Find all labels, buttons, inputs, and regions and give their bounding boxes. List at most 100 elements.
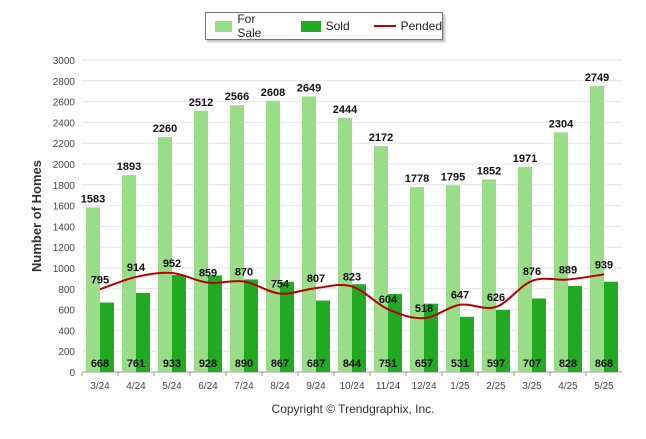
x-tick-label: 5/25 (594, 381, 614, 392)
label-for-sale: 2512 (189, 97, 213, 109)
legend-label-pended: Pended (400, 19, 442, 33)
y-tick-label: 2600 (53, 98, 76, 109)
label-pended: 876 (523, 266, 541, 278)
y-tick-label: 1400 (53, 222, 76, 233)
label-sold: 707 (523, 358, 541, 370)
x-tick-label: 2/25 (486, 381, 506, 392)
bar-sold (172, 274, 186, 372)
x-tick-label: 12/24 (411, 381, 436, 392)
label-for-sale: 1778 (405, 173, 429, 185)
bar-for-sale (158, 136, 172, 372)
legend-label-for-sale: For Sale (237, 12, 262, 40)
bar-sold (136, 292, 150, 372)
y-tick-label: 1800 (53, 181, 76, 192)
label-for-sale: 1893 (117, 161, 141, 173)
label-for-sale: 2749 (585, 72, 609, 84)
label-for-sale: 1852 (477, 165, 501, 177)
bar-for-sale (374, 146, 388, 372)
y-tick-label: 400 (58, 326, 75, 337)
label-for-sale: 2566 (225, 91, 249, 103)
bar-sold (568, 285, 582, 372)
label-pended: 807 (307, 273, 325, 285)
bar-for-sale (266, 100, 280, 372)
legend-item-sold: Sold (300, 19, 350, 33)
legend-line-pended (373, 25, 396, 27)
x-tick-label: 8/24 (270, 381, 290, 392)
y-tick-label: 1000 (53, 264, 76, 275)
bar-sold (604, 281, 618, 372)
bar-sold (100, 302, 114, 372)
copyright-text: Copyright © Trendgraphix, Inc. (271, 402, 435, 416)
label-sold: 867 (271, 358, 289, 370)
label-sold: 868 (595, 358, 613, 370)
label-for-sale: 2649 (297, 83, 321, 95)
label-sold: 761 (127, 358, 145, 370)
bar-for-sale (590, 86, 604, 372)
label-sold: 687 (307, 358, 325, 370)
x-tick-label: 5/24 (162, 381, 182, 392)
bar-for-sale (518, 167, 532, 372)
label-pended: 647 (451, 290, 469, 302)
bars (86, 86, 618, 373)
legend-item-pended: Pended (373, 19, 442, 33)
pended-line (99, 271, 605, 320)
bar-sold (280, 281, 294, 372)
bar-for-sale (194, 110, 208, 372)
bar-for-sale (302, 96, 316, 372)
legend-item-for-sale: For Sale (215, 12, 277, 40)
label-pended: 795 (91, 274, 109, 286)
x-tick-label: 3/24 (90, 381, 110, 392)
bar-sold (208, 275, 222, 372)
bar-for-sale (554, 132, 568, 372)
bar-for-sale (410, 187, 424, 372)
label-sold: 890 (235, 358, 253, 370)
y-tick-label: 200 (58, 347, 75, 358)
bar-for-sale (230, 105, 244, 373)
label-pended: 604 (379, 294, 398, 306)
y-tick-label: 2400 (53, 118, 76, 129)
label-pended: 859 (199, 268, 217, 280)
legend-swatch-sold (300, 20, 321, 32)
label-for-sale: 2260 (153, 123, 177, 135)
label-sold: 844 (343, 358, 362, 370)
label-pended: 626 (487, 292, 505, 304)
label-sold: 933 (163, 358, 181, 370)
label-pended: 870 (235, 267, 253, 279)
legend-swatch-for-sale (215, 20, 233, 32)
label-for-sale: 2304 (549, 118, 574, 130)
label-pended: 889 (559, 265, 577, 277)
label-sold: 928 (199, 358, 217, 370)
label-for-sale: 1583 (81, 193, 105, 205)
x-tick-label: 6/24 (198, 381, 218, 392)
x-tick-label: 7/24 (234, 381, 254, 392)
y-tick-label: 2800 (53, 77, 76, 88)
label-sold: 657 (415, 358, 433, 370)
label-pended: 823 (343, 271, 361, 283)
y-tick-label: 2200 (53, 139, 76, 150)
y-tick-label: 600 (58, 306, 75, 317)
label-sold: 828 (559, 358, 577, 370)
x-tick-label: 9/24 (306, 381, 326, 392)
bar-for-sale (86, 207, 100, 372)
x-tick-label: 4/24 (126, 381, 146, 392)
label-for-sale: 1795 (441, 171, 465, 183)
label-sold: 751 (379, 358, 397, 370)
x-tick-label: 4/25 (558, 381, 578, 392)
legend-label-sold: Sold (325, 19, 350, 33)
bar-sold (460, 316, 474, 372)
label-pended: 914 (127, 262, 146, 274)
bar-sold (316, 300, 330, 372)
y-tick-label: 2000 (53, 160, 76, 171)
y-tick-label: 800 (58, 285, 75, 296)
data-labels: 1583 795 668 1893 914 761 2260 952 933 2512 859 928… (81, 72, 613, 370)
bar-sold (532, 298, 546, 372)
label-sold: 531 (451, 358, 469, 370)
bar-for-sale (122, 175, 136, 372)
x-tick-label: 1/25 (450, 381, 470, 392)
bar-for-sale (446, 185, 460, 372)
y-tick-label: 1600 (53, 202, 76, 213)
label-pended: 952 (163, 258, 181, 270)
x-tick-label: 3/25 (522, 381, 542, 392)
y-tick-label: 1200 (53, 243, 76, 254)
